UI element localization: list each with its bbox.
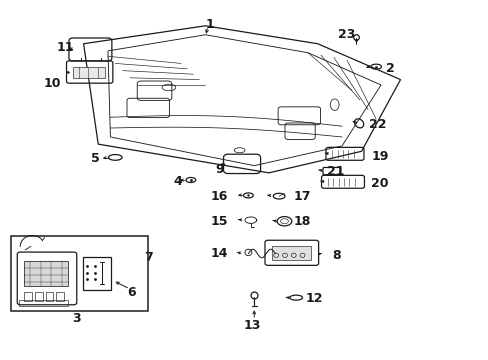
Bar <box>24 292 32 301</box>
Text: 21: 21 <box>327 165 344 177</box>
Bar <box>56 292 64 301</box>
Text: 2: 2 <box>385 62 394 75</box>
Text: 12: 12 <box>305 292 322 305</box>
Text: 9: 9 <box>215 163 224 176</box>
Bar <box>45 292 53 301</box>
Text: 18: 18 <box>293 215 310 228</box>
Bar <box>82 257 111 291</box>
Text: 10: 10 <box>43 77 61 90</box>
Text: 20: 20 <box>370 177 388 190</box>
Text: 17: 17 <box>293 190 310 203</box>
Text: 22: 22 <box>368 118 386 131</box>
Text: 15: 15 <box>210 215 227 228</box>
Text: 19: 19 <box>370 150 388 163</box>
Text: 13: 13 <box>243 319 260 332</box>
Bar <box>11 235 148 311</box>
Text: 5: 5 <box>91 152 100 165</box>
Text: 16: 16 <box>210 190 227 203</box>
Text: 8: 8 <box>331 249 340 262</box>
Text: 14: 14 <box>210 247 227 260</box>
Bar <box>35 292 42 301</box>
Bar <box>73 67 104 78</box>
Text: 4: 4 <box>173 175 182 188</box>
Text: 1: 1 <box>205 18 214 31</box>
Bar <box>271 246 310 260</box>
Text: 23: 23 <box>338 28 355 41</box>
Text: 7: 7 <box>144 251 153 264</box>
Text: 11: 11 <box>57 41 74 54</box>
Bar <box>24 261 68 286</box>
Bar <box>19 300 68 306</box>
Text: 3: 3 <box>72 311 81 325</box>
Text: 6: 6 <box>127 287 136 300</box>
